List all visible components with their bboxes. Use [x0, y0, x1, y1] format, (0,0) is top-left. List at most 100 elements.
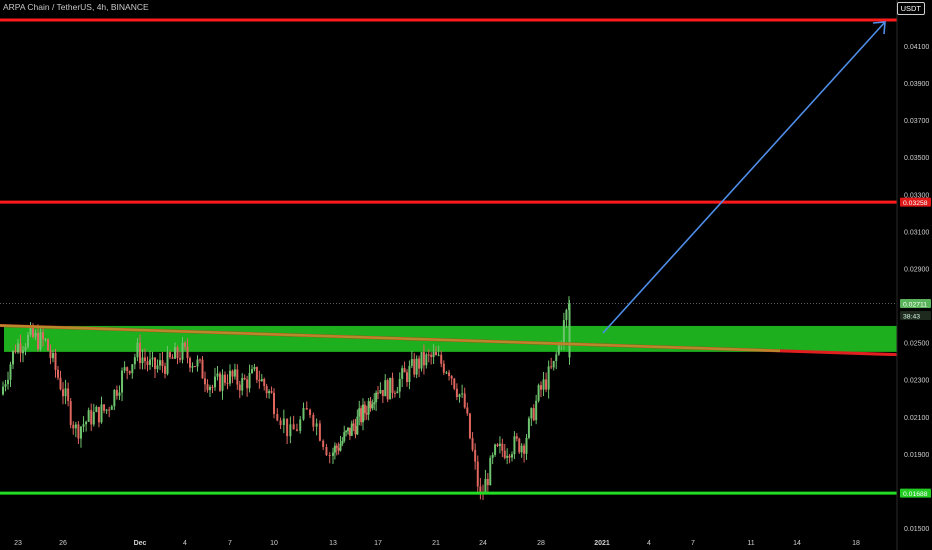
candle-body — [415, 358, 418, 375]
candlestick — [391, 372, 394, 399]
candlestick — [27, 332, 29, 349]
candlestick — [532, 404, 535, 422]
candlestick — [279, 417, 282, 430]
candlestick — [555, 351, 558, 370]
candlestick — [442, 360, 445, 375]
candlestick — [19, 334, 22, 363]
candle-body — [204, 378, 206, 385]
y-tick-label: 0.04100 — [904, 44, 929, 51]
candle-body — [335, 445, 338, 449]
candle-body — [398, 378, 401, 392]
candlestick — [448, 369, 451, 381]
candle-body — [221, 374, 224, 391]
candle-body — [189, 358, 191, 368]
candle-body — [466, 407, 469, 414]
candle-body — [455, 388, 458, 398]
candle-body — [360, 408, 363, 423]
candle-body — [151, 357, 154, 360]
candle-body — [537, 385, 540, 401]
candle-body — [87, 410, 90, 422]
candlestick — [565, 308, 568, 328]
x-tick-label: 24 — [479, 540, 487, 547]
candle-body — [186, 346, 189, 359]
candlestick — [69, 398, 72, 429]
x-tick-label: 2021 — [594, 540, 610, 547]
candle-body — [484, 478, 487, 494]
candlestick — [420, 352, 423, 372]
candlestick — [100, 396, 103, 424]
candle-body — [24, 347, 27, 351]
candlestick — [176, 345, 179, 365]
candlestick — [354, 418, 357, 439]
candle-body — [476, 461, 479, 487]
candle-body — [136, 342, 139, 358]
candlestick — [365, 405, 368, 420]
y-tick-label: 0.02500 — [904, 341, 929, 348]
candlestick — [547, 360, 550, 399]
candlestick — [295, 423, 298, 432]
projection-arrow-line — [602, 21, 886, 334]
candle-body — [406, 372, 408, 383]
candlestick — [440, 350, 443, 368]
candlestick — [341, 437, 344, 446]
candlestick — [105, 409, 108, 415]
candle-body — [144, 357, 146, 362]
candlestick — [57, 365, 59, 381]
candle-body — [448, 372, 451, 376]
candle-body — [461, 393, 464, 395]
candlestick — [97, 406, 100, 428]
candle-body — [440, 354, 443, 364]
candle-body — [377, 392, 379, 394]
candlestick — [7, 371, 9, 390]
candlestick — [9, 361, 12, 388]
candle-body — [408, 365, 411, 383]
candle-body — [479, 486, 482, 493]
candle-body — [437, 354, 440, 356]
candlestick — [24, 343, 27, 356]
candlestick — [476, 455, 479, 492]
candle-body — [95, 406, 98, 412]
candle-body — [243, 377, 246, 380]
candle-body — [489, 457, 492, 486]
candlestick — [286, 418, 289, 445]
candlestick — [174, 342, 176, 360]
candle-body — [337, 448, 340, 451]
candle-body — [184, 342, 186, 347]
candle-body — [233, 369, 236, 377]
candle-body — [260, 379, 263, 382]
candlestick — [305, 401, 308, 410]
candlestick — [450, 374, 453, 385]
candle-body — [282, 418, 285, 426]
symbol-title: ARPA Chain / TetherUS, 4h, BINANCE — [3, 2, 149, 12]
candle-body — [557, 344, 560, 355]
candlestick — [82, 416, 85, 433]
candle-body — [362, 404, 364, 423]
y-tick-label: 0.03700 — [904, 118, 929, 125]
candle-body — [389, 377, 392, 400]
y-tick-label: 0.03500 — [904, 155, 929, 162]
currency-button[interactable]: USDT — [896, 2, 925, 15]
candlestick — [393, 390, 396, 398]
candlestick — [362, 398, 364, 431]
candlestick — [501, 438, 504, 458]
y-tick-label: 0.01900 — [904, 452, 929, 459]
candle-body — [289, 424, 292, 437]
y-tick-label: 0.03300 — [904, 192, 929, 199]
candle-body — [422, 352, 425, 366]
candlestick — [508, 453, 511, 464]
candlestick — [498, 436, 501, 454]
candlestick — [265, 383, 268, 399]
candle-body — [418, 358, 421, 369]
candlestick — [151, 351, 154, 368]
candlestick — [29, 322, 32, 337]
candlestick — [233, 363, 236, 380]
candlestick — [360, 405, 363, 426]
candle-body — [496, 444, 499, 446]
candle-body — [216, 373, 219, 377]
candlestick — [352, 419, 355, 432]
candle-body — [318, 423, 321, 441]
candle-body — [219, 373, 221, 391]
candle-body — [350, 423, 353, 436]
candlestick — [72, 421, 75, 435]
